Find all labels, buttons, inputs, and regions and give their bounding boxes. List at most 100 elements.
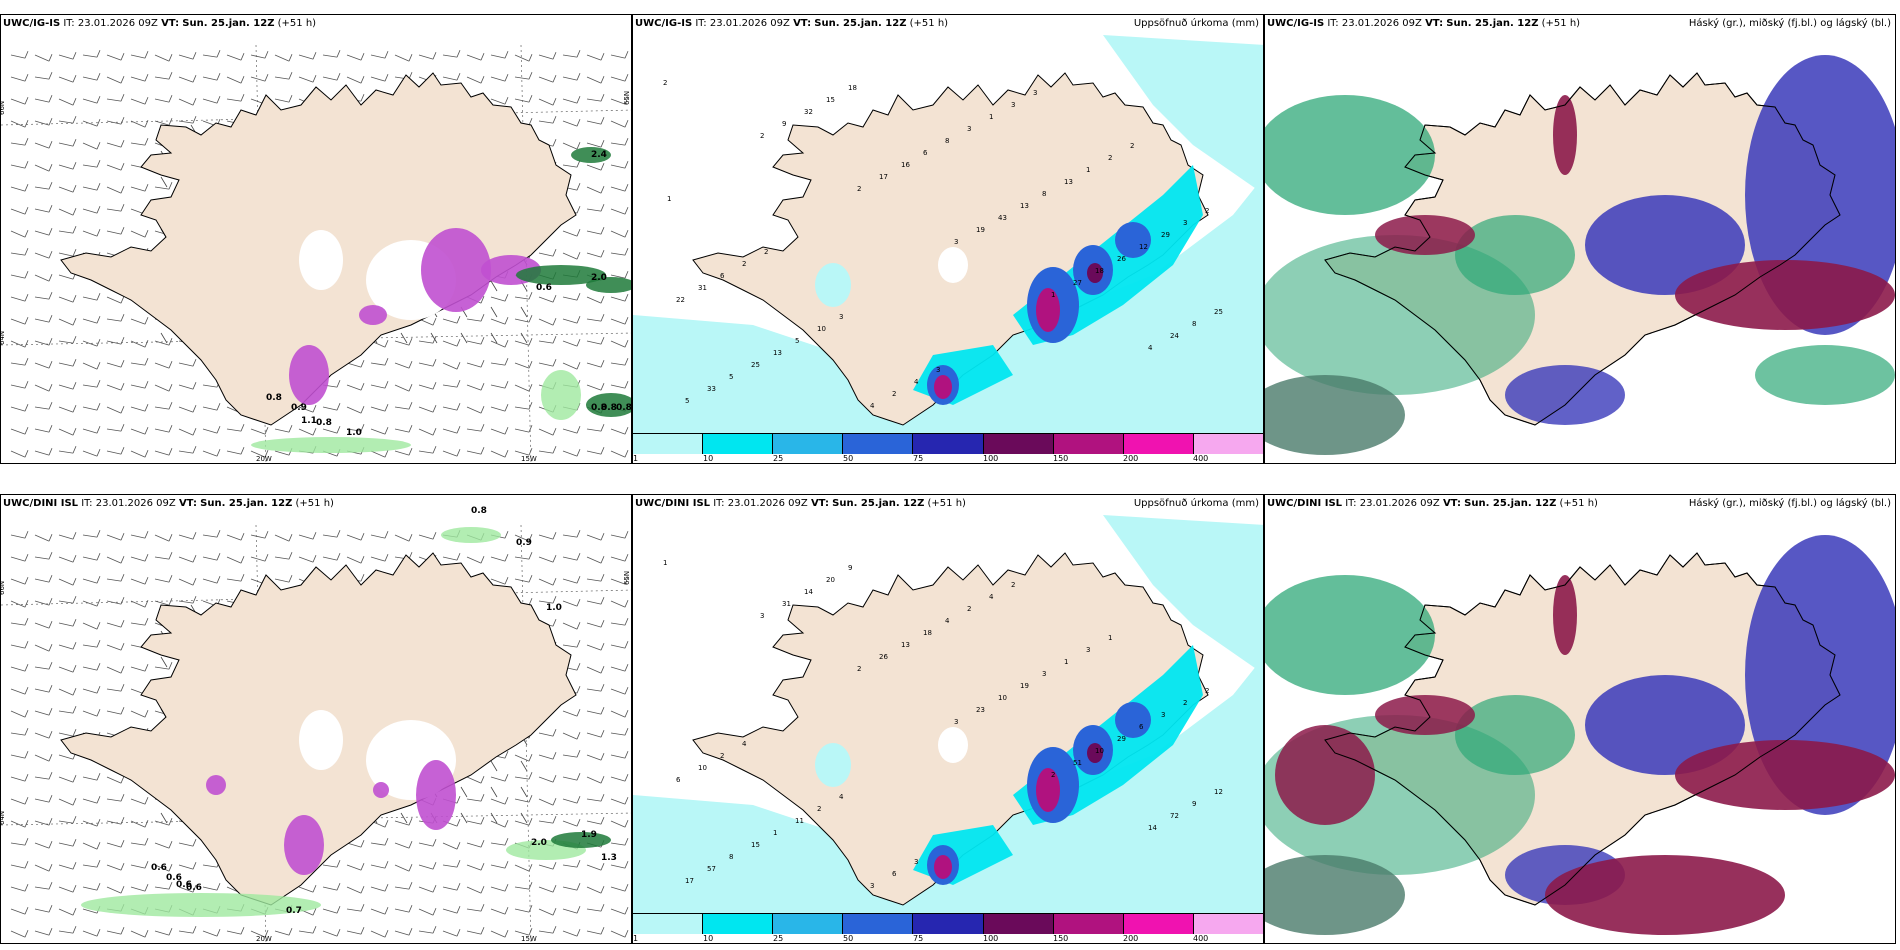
wind-barb: [106, 164, 122, 171]
panel-right-title: Háský (gr.), miðský (fj.bl.) og lágský (…: [1688, 18, 1891, 29]
wind-barb: [58, 296, 74, 303]
wind-barb: [514, 534, 530, 542]
wind-barb: [394, 886, 410, 890]
wind-barb: [514, 428, 530, 433]
wind-barb: [586, 384, 602, 391]
wind-barb: [106, 710, 122, 715]
wind-barb: [106, 384, 122, 391]
wind-barb: [538, 362, 554, 367]
wind-barb: [346, 54, 362, 61]
wind-barb: [490, 886, 506, 892]
wind-barb: [288, 534, 293, 542]
wind-barb: [586, 622, 602, 628]
wind-barb: [10, 296, 26, 302]
colorbar-label: 1: [633, 934, 639, 943]
wind-barb: [154, 120, 170, 126]
panel-right-title: Uppsöfnuð úrkoma (mm): [1133, 498, 1259, 509]
wind-barb: [312, 885, 317, 893]
wind-barb: [274, 428, 290, 433]
wind-barb: [130, 842, 146, 846]
wind-barb: [226, 54, 242, 61]
low-cloud-area: [1553, 95, 1577, 175]
wind-barb: [586, 340, 602, 345]
wind-barb: [192, 75, 197, 83]
wind-barb: [600, 927, 605, 935]
precip-value-label: 27: [1073, 279, 1082, 287]
wind-barb: [154, 666, 170, 670]
wind-barb: [576, 142, 581, 150]
wind-barb: [144, 74, 149, 82]
wind-barb: [160, 176, 168, 188]
colorbar-label: 150: [1053, 934, 1069, 943]
wind-barb: [480, 817, 485, 825]
wind-barb: [288, 54, 293, 62]
precip-value-label: 43: [998, 214, 1007, 222]
colorbar-label: 1: [633, 454, 639, 463]
green-band: [441, 527, 501, 543]
wind-barb: [154, 76, 170, 80]
wind-barb: [504, 340, 509, 348]
wind-barb: [154, 820, 170, 826]
wind-barb: [600, 643, 605, 651]
wind-barb: [168, 598, 173, 606]
colorbar-cell: [913, 914, 984, 934]
wind-barb: [538, 120, 554, 124]
wind-barb: [480, 314, 485, 322]
wind-barb: [24, 531, 29, 539]
wind-barb: [576, 686, 581, 694]
panel-right-title: Háský (gr.), miðský (fj.bl.) og lágský (…: [1688, 498, 1891, 509]
wind-barb: [72, 706, 77, 714]
wind-barb: [490, 798, 506, 805]
wind-barb: [106, 622, 122, 628]
wind-barb: [624, 381, 629, 389]
wind-barb: [72, 839, 77, 847]
wind-barb: [130, 864, 146, 869]
wind-barb: [34, 864, 50, 872]
wind-barb: [610, 644, 626, 649]
wind-barb: [514, 776, 530, 780]
wind-barb: [10, 798, 26, 805]
wind-barb: [562, 120, 578, 127]
wind-barb: [192, 116, 197, 124]
precip-value-label: 3: [1033, 89, 1037, 97]
wind-barb: [610, 186, 626, 192]
wind-barb: [82, 556, 98, 561]
wind-barb: [288, 72, 293, 80]
wind-barb: [10, 186, 26, 192]
wind-barb: [130, 600, 146, 608]
wind-barb: [96, 160, 101, 168]
snow-depth-label: 1.9: [581, 830, 597, 840]
wind-barb: [274, 54, 290, 62]
wind-barb: [106, 534, 122, 541]
wind-barb: [552, 752, 557, 760]
wind-barb: [480, 76, 485, 84]
wind-barb: [562, 142, 578, 150]
wind-barb: [72, 596, 77, 604]
wind-barb: [490, 406, 506, 412]
wind-barb: [600, 817, 605, 825]
precip-value-label: 16: [901, 161, 910, 169]
wind-barb: [34, 820, 50, 826]
wind-barb: [288, 95, 293, 103]
wind-barb: [576, 50, 581, 58]
wind-barb: [202, 578, 218, 584]
colorbar-label: 200: [1123, 934, 1139, 943]
snow-depth-label: 0.8: [616, 403, 632, 413]
wind-barb: [504, 884, 509, 892]
wind-barb: [322, 930, 338, 937]
wind-barb: [562, 732, 578, 740]
wind-barb: [480, 556, 485, 564]
wind-barb: [586, 252, 602, 258]
wind-barb: [528, 338, 533, 346]
wind-barb: [562, 886, 578, 891]
wind-barb: [562, 54, 578, 58]
precip-value-label: 2: [967, 605, 971, 613]
wind-barb: [82, 666, 98, 671]
wind-barb: [538, 908, 554, 916]
snow-depth-label: 1.1: [301, 416, 317, 426]
wind-barb: [514, 340, 530, 346]
wind-barb: [432, 405, 437, 413]
high-cloud-area: [1455, 695, 1575, 775]
wind-barb: [168, 72, 173, 80]
wind-barb: [384, 554, 389, 562]
